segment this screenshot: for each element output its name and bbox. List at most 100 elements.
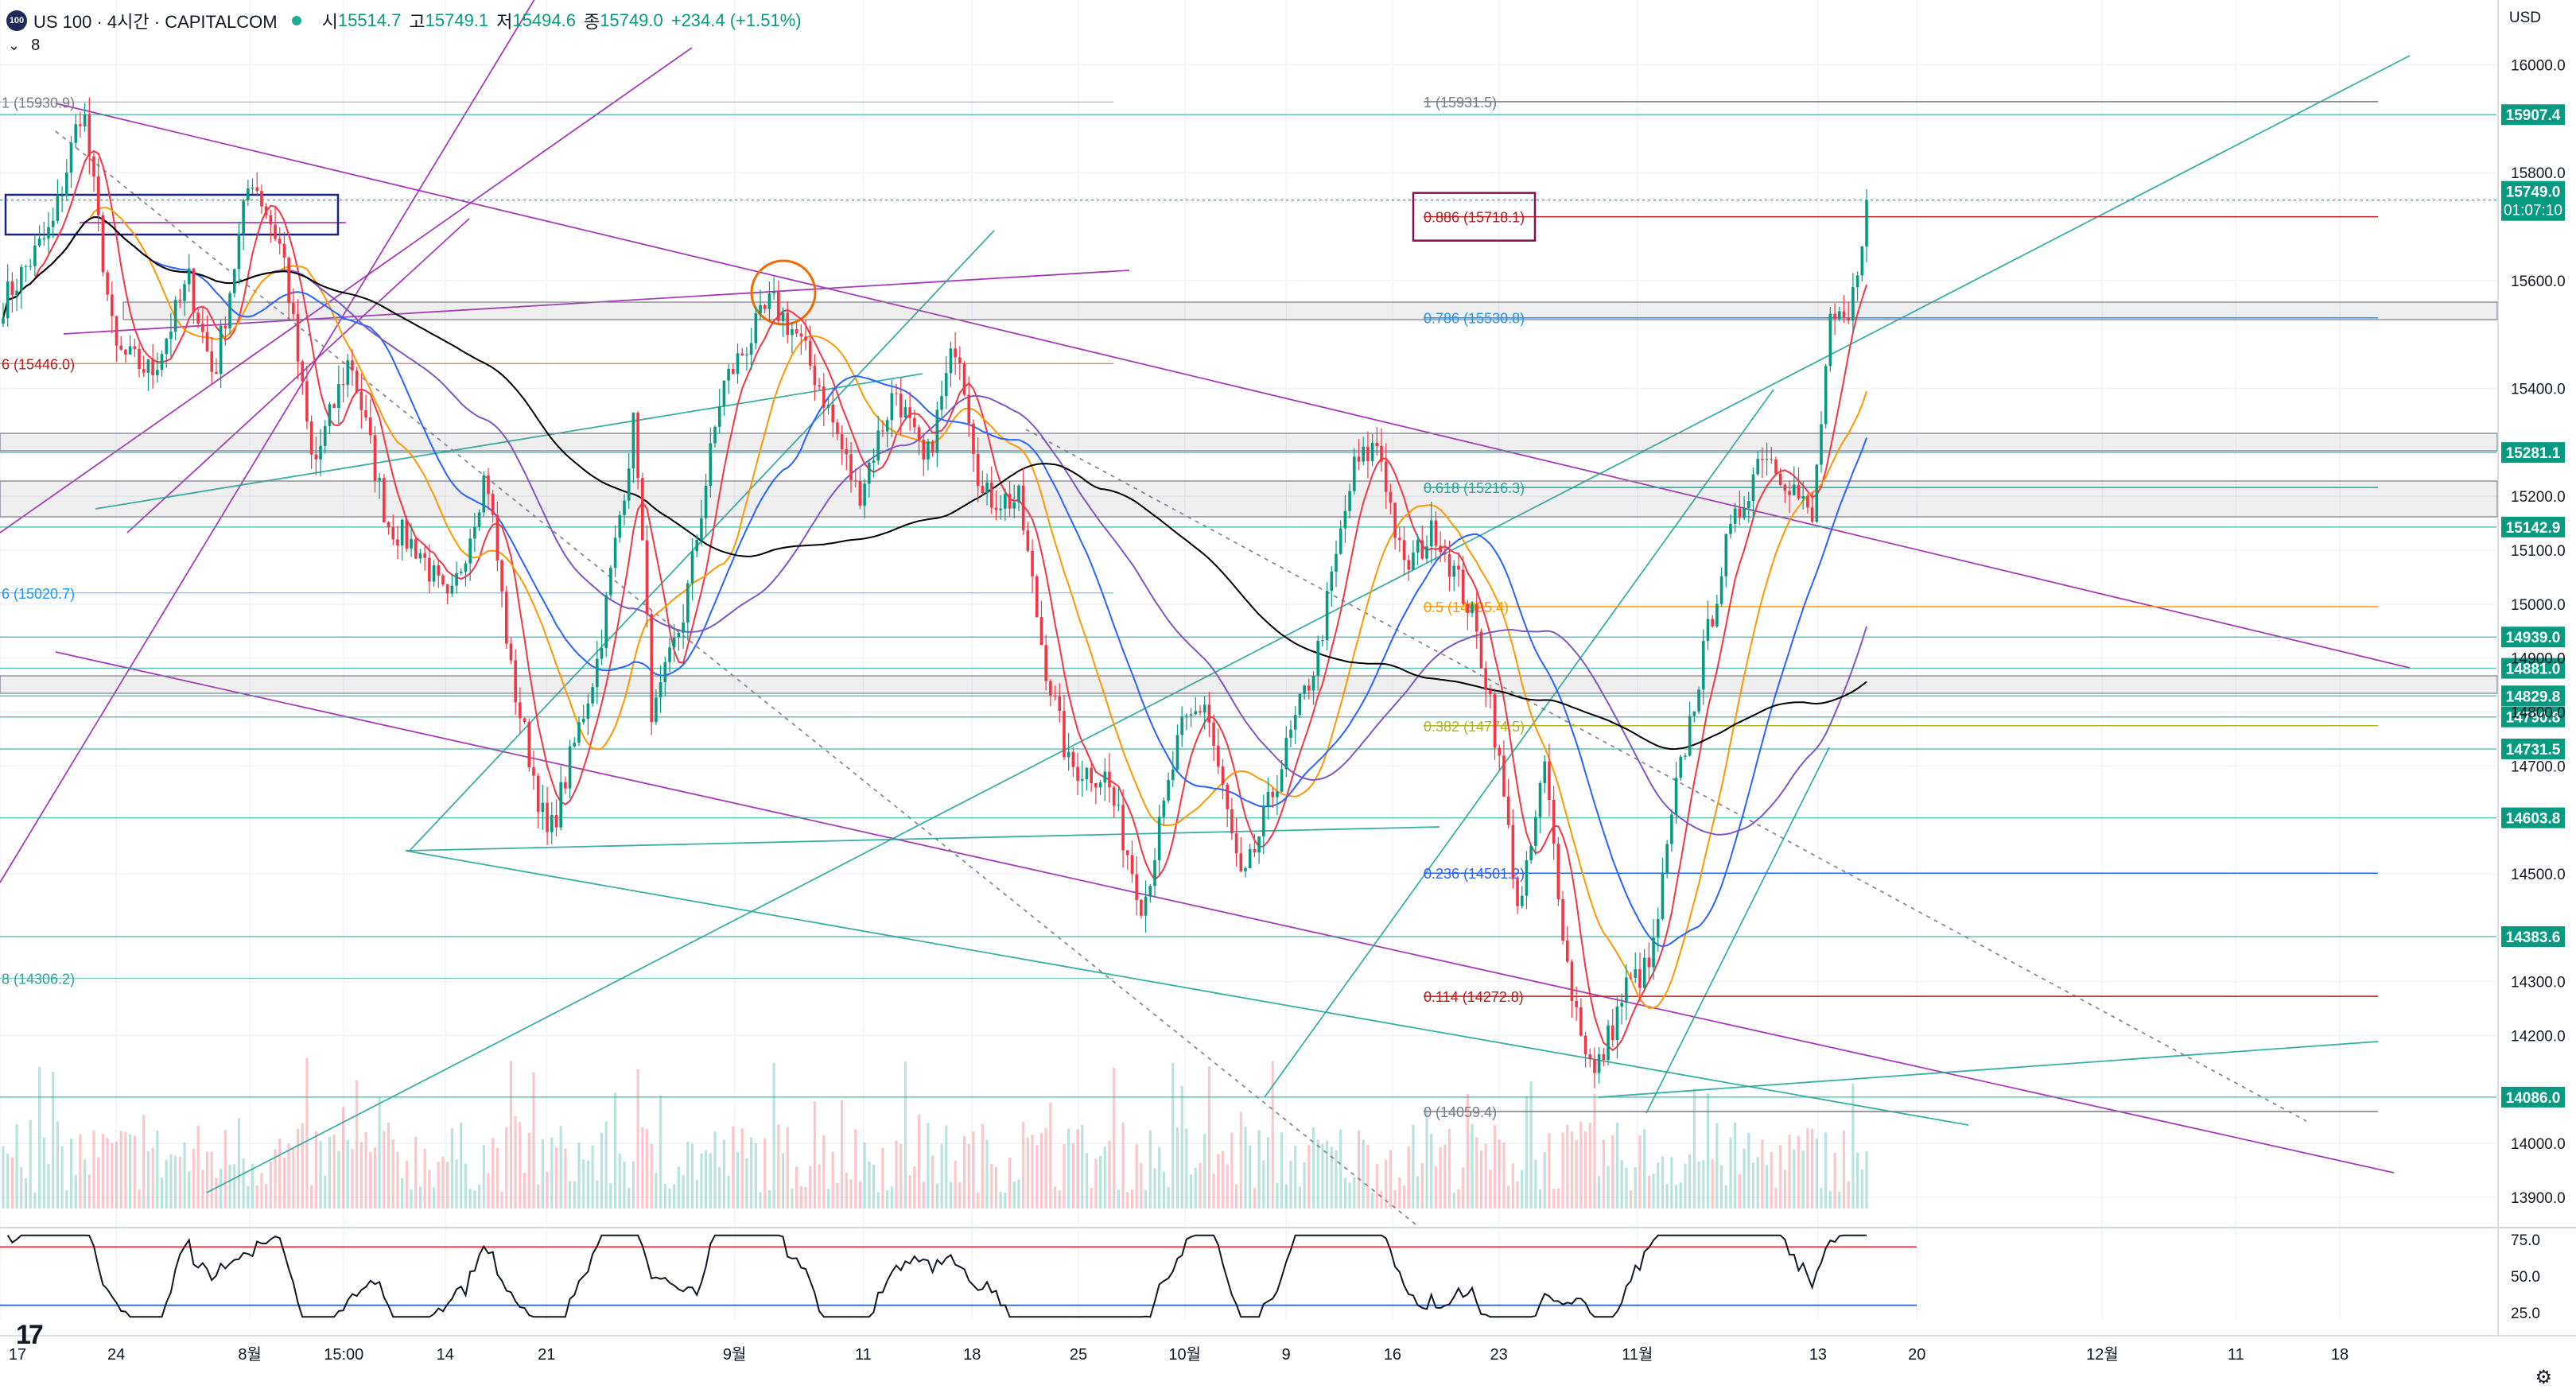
volume-bar: [636, 1069, 639, 1209]
volume-bar: [1416, 1176, 1420, 1209]
candle-body: [1189, 714, 1193, 716]
volume-bar: [92, 1130, 95, 1209]
volume-bar: [138, 1189, 141, 1209]
volume-bar: [1008, 1157, 1012, 1209]
volume-bar: [296, 1128, 300, 1209]
candle-body: [581, 719, 585, 723]
volume-bar: [1362, 1139, 1365, 1209]
candle-body: [1153, 859, 1156, 887]
symbol-logo-icon: 100: [6, 10, 27, 31]
candle-body: [1121, 805, 1125, 851]
trend-line: [1598, 1041, 2379, 1098]
candle-body: [1239, 853, 1243, 871]
time-tick-label: 8월: [238, 1345, 262, 1364]
volume-bar: [233, 1164, 236, 1209]
time-tick-label: 9: [1282, 1346, 1291, 1364]
candle-body: [260, 191, 263, 207]
candle-body: [1548, 761, 1551, 800]
volume-bar: [1004, 1192, 1007, 1209]
volume-bar: [659, 1096, 662, 1209]
candle-body: [799, 333, 803, 337]
volume-bar: [809, 1166, 812, 1209]
tradingview-logo-icon[interactable]: 17: [16, 1320, 44, 1350]
volume-bar: [1719, 1165, 1723, 1209]
rsi-tick-label: 75.0: [2511, 1232, 2540, 1249]
indicators-toggle[interactable]: ⌄ 8: [8, 37, 40, 55]
volume-bar: [1412, 1124, 1415, 1209]
volume-bar: [577, 1143, 581, 1209]
candle-body: [732, 368, 735, 374]
volume-bar: [500, 1191, 503, 1209]
candle-body: [767, 293, 771, 309]
volume-bar: [740, 1128, 744, 1209]
candle-body: [922, 440, 926, 460]
candle-body: [1783, 484, 1787, 491]
price-tick-label: 13900.0: [2511, 1190, 2566, 1207]
candle-body: [1044, 645, 1047, 681]
candle-body: [1743, 507, 1746, 518]
volume-bar: [705, 1150, 708, 1209]
candle-body: [1162, 800, 1166, 817]
candle-body: [1761, 459, 1764, 460]
volume-bar: [1738, 1174, 1741, 1209]
gear-icon[interactable]: ⚙: [2535, 1367, 2552, 1388]
time-tick-label: 13: [1809, 1346, 1827, 1364]
level-tag: [2501, 807, 2565, 828]
candle-body: [160, 354, 164, 371]
volume-bar: [1774, 1187, 1778, 1209]
low-value: 15494.6: [512, 10, 576, 30]
candle-body: [1330, 571, 1334, 592]
candle-body: [165, 338, 169, 355]
volume-bar: [205, 1151, 209, 1209]
candle-body: [1366, 446, 1370, 462]
volume-bar: [1652, 1174, 1655, 1209]
candle-body: [1756, 459, 1759, 475]
candle-body: [1407, 560, 1411, 570]
candle-body: [445, 584, 449, 594]
volume-bar: [1439, 1147, 1442, 1209]
candle-body: [156, 370, 159, 376]
volume-bar: [822, 1135, 826, 1209]
volume-bar: [546, 1172, 549, 1209]
candle-body: [1262, 806, 1265, 837]
candle-body: [1711, 619, 1714, 627]
volume-bar: [550, 1137, 554, 1209]
chevron-down-icon[interactable]: ⌄: [8, 37, 21, 53]
candle-body: [1688, 716, 1692, 756]
candle-body: [237, 233, 241, 270]
candle-body: [1125, 850, 1129, 856]
volume-bar: [477, 1184, 481, 1209]
volume-bar: [1484, 1143, 1487, 1209]
candle-body: [1248, 849, 1252, 869]
volume-bar: [301, 1123, 304, 1209]
currency-label[interactable]: USD: [2508, 10, 2541, 26]
volume-bar: [1071, 1143, 1074, 1209]
volume-bar: [473, 1190, 476, 1209]
volume-bar: [1556, 1188, 1560, 1209]
fib-highlight-box: [1412, 192, 1537, 242]
candle-body: [1588, 1054, 1592, 1060]
symbol-title[interactable]: US 100 · 4시간 · CAPITALCOM: [33, 12, 278, 32]
candle-body: [383, 478, 386, 522]
candle-body: [1335, 553, 1338, 572]
volume-bar: [695, 1179, 698, 1209]
candle-body: [1511, 824, 1515, 879]
candle-body: [1171, 769, 1175, 780]
rsi-line: [6, 1234, 1867, 1318]
candle-body: [410, 538, 413, 549]
candle-body: [1098, 782, 1102, 788]
volume-bar: [74, 1174, 77, 1209]
candle-body: [1534, 817, 1537, 846]
volume-bar: [1380, 1191, 1383, 1209]
volume-bar: [346, 1139, 349, 1209]
fib-level-label: 0.886 (15718.1): [1424, 210, 1525, 226]
candle-body: [727, 368, 730, 381]
volume-bar: [999, 1191, 1002, 1209]
volume-bar: [251, 1163, 254, 1209]
candle-body: [940, 396, 943, 410]
candle-body: [1112, 787, 1116, 806]
volume-bar: [1824, 1132, 1828, 1209]
volume-bar: [781, 1153, 785, 1209]
volume-bar: [527, 1132, 530, 1209]
